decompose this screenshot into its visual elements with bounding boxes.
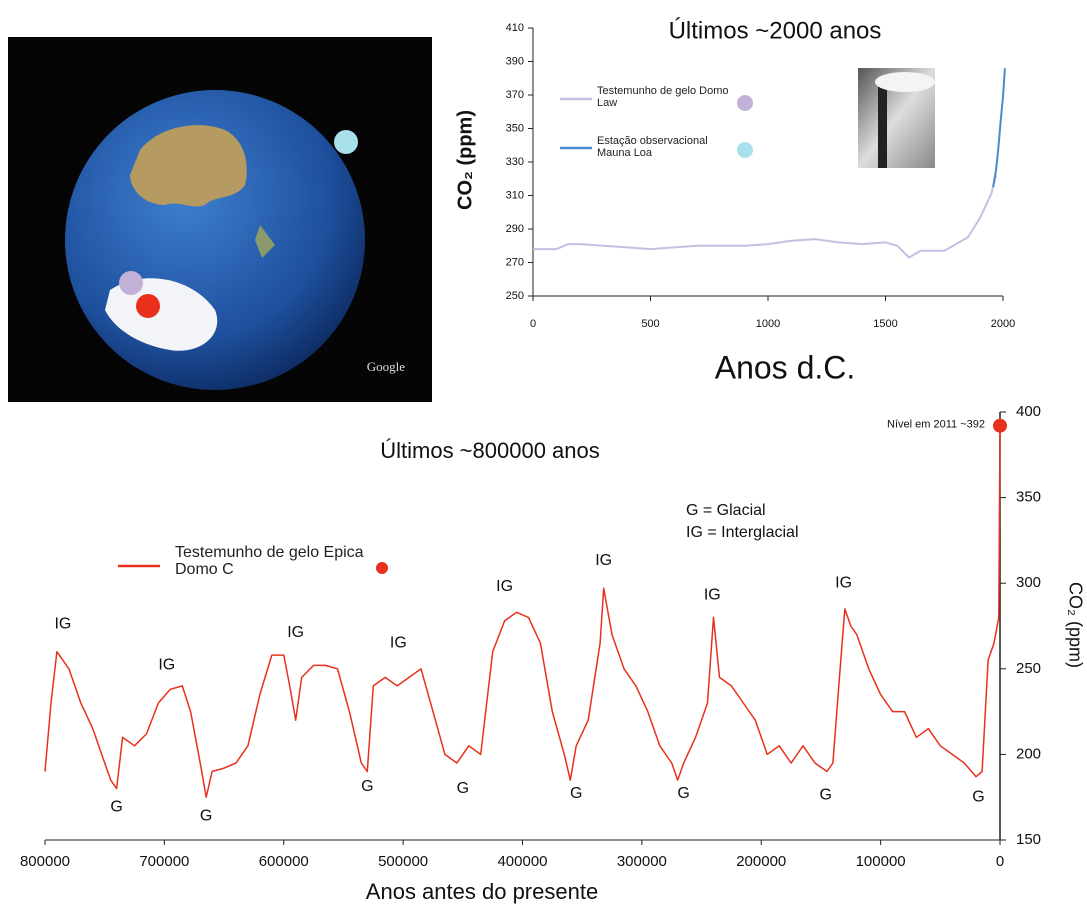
antarctica <box>105 278 218 351</box>
note: IG = Interglacial <box>686 524 799 541</box>
annotation: G <box>457 780 469 797</box>
x-tick-label: 300000 <box>617 853 667 870</box>
x-tick-label: 100000 <box>856 853 906 870</box>
y-tick-label: 350 <box>1016 489 1041 506</box>
annotation: G <box>110 799 122 816</box>
x-axis-label: Anos d.C. <box>715 349 856 385</box>
australia <box>130 125 247 207</box>
y-tick-label: 370 <box>506 89 524 101</box>
y-tick-label: 330 <box>506 156 524 168</box>
data-line <box>992 68 1006 188</box>
x-tick-label: 0 <box>530 318 536 330</box>
note: G = Glacial <box>686 502 766 519</box>
y-axis-label: CO₂ (ppm) <box>454 110 476 210</box>
watermark: Google <box>367 359 406 374</box>
annotation: IG <box>54 616 71 633</box>
legend-marker <box>376 562 388 574</box>
annotation: IG <box>595 552 612 569</box>
x-axis-label: Anos antes do presente <box>366 879 598 904</box>
y-tick-label: 310 <box>506 189 524 201</box>
x-tick-label: 0 <box>996 853 1004 870</box>
site-marker <box>119 271 143 295</box>
globe-panel: Google <box>8 37 432 402</box>
annotation: IG <box>158 657 175 674</box>
y-tick-label: 150 <box>1016 831 1041 848</box>
annotation: IG <box>835 574 852 591</box>
legend-label: Testemunho de gelo Domo Law <box>597 86 729 109</box>
annotation: IG <box>390 634 407 651</box>
x-tick-label: 1000 <box>756 318 780 330</box>
annotation: G <box>361 778 373 795</box>
annotation: IG <box>704 586 721 603</box>
data-line <box>533 175 997 259</box>
y-tick-label: 270 <box>506 256 524 268</box>
legend-label-box: Testemunho de gelo Épica Domo C <box>175 545 364 578</box>
site-marker <box>136 294 160 318</box>
y-axis-label: CO₂ (ppm) <box>1065 582 1085 668</box>
x-tick-label: 500 <box>641 318 659 330</box>
y-tick-label: 410 <box>506 22 524 34</box>
x-tick-label: 500000 <box>378 853 428 870</box>
new-zealand <box>255 225 275 258</box>
site-marker <box>334 130 358 154</box>
y-tick-label: 300 <box>1016 574 1041 591</box>
legend-marker <box>737 142 753 158</box>
y-tick-label: 290 <box>506 223 524 235</box>
chart-title: Últimos ~2000 anos <box>669 17 882 44</box>
x-tick-label: 800000 <box>20 853 70 870</box>
y-tick-label: 400 <box>1016 403 1041 420</box>
x-tick-label: 1500 <box>873 318 897 330</box>
y-tick-label: 200 <box>1016 745 1041 762</box>
x-tick-label: 400000 <box>497 853 547 870</box>
legend-label: Estação observacional Mauna Loa <box>597 136 708 159</box>
legend-label-box: Testemunho de gelo Domo Law <box>597 86 729 109</box>
annotation: G <box>570 785 582 802</box>
legend-label: Testemunho de gelo Épica Domo C <box>175 545 364 578</box>
legend-marker <box>737 95 753 111</box>
highlight-label: Nível em 2011 ~392 <box>887 419 985 431</box>
y-tick-label: 250 <box>506 290 524 302</box>
annotation: G <box>200 807 212 824</box>
annotation: G <box>972 788 984 805</box>
annotation: G <box>677 785 689 802</box>
x-tick-label: 600000 <box>259 853 309 870</box>
x-tick-label: 700000 <box>139 853 189 870</box>
annotation: IG <box>496 578 513 595</box>
highlight-point <box>993 418 1007 433</box>
x-tick-label: 200000 <box>736 853 786 870</box>
data-line <box>44 425 1001 798</box>
y-tick-label: 390 <box>506 55 524 67</box>
y-tick-label: 250 <box>1016 660 1041 677</box>
smoke <box>875 72 935 92</box>
chimney <box>878 78 887 168</box>
annotation: IG <box>287 624 304 641</box>
y-tick-label: 350 <box>506 122 524 134</box>
annotation: G <box>819 787 831 804</box>
x-tick-label: 2000 <box>991 318 1015 330</box>
chart-title: Últimos ~800000 anos <box>380 438 600 463</box>
legend-label-box: Estação observacional Mauna Loa <box>597 136 708 159</box>
photo-inset <box>858 68 935 168</box>
